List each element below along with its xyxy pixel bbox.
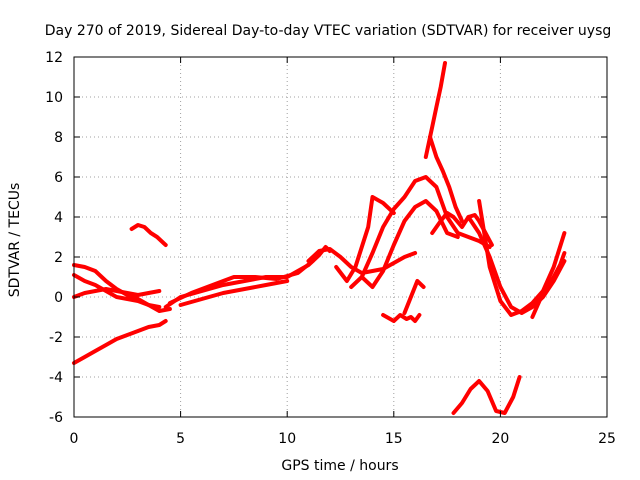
series-arc-14 bbox=[402, 279, 426, 315]
series-layer bbox=[72, 61, 567, 415]
series-arc-15 bbox=[423, 61, 447, 159]
series-arc-16 bbox=[428, 135, 464, 223]
y-tick-label-9: 12 bbox=[45, 50, 63, 66]
series-arc-8 bbox=[178, 279, 290, 307]
x-tick-label-4: 20 bbox=[491, 431, 509, 447]
y-tick-label-5: 4 bbox=[54, 210, 63, 226]
y-tick-label-8: 10 bbox=[45, 90, 63, 106]
series-arc-20 bbox=[451, 375, 522, 415]
x-axis-label: GPS time / hours bbox=[281, 458, 398, 474]
series-arc-2 bbox=[72, 273, 172, 313]
x-tick-label-3: 15 bbox=[385, 431, 403, 447]
series-arc-1 bbox=[72, 263, 162, 309]
plot-frame bbox=[73, 56, 608, 418]
tick-labels: 0 5 10 15 20 25 -6 -4 -2 0 2 4 6 8 10 12 bbox=[45, 50, 616, 447]
series-arc-19 bbox=[477, 199, 567, 317]
x-tick-label-0: 0 bbox=[70, 431, 79, 447]
y-tick-label-4: 2 bbox=[54, 250, 63, 266]
series-arc-10 bbox=[334, 195, 396, 283]
y-tick-label-6: 6 bbox=[54, 170, 63, 186]
series-arc-13 bbox=[381, 313, 422, 323]
series-arc-5 bbox=[129, 223, 168, 247]
series-arc-3 bbox=[72, 287, 162, 299]
x-tick-label-2: 10 bbox=[278, 431, 296, 447]
series-arc-21 bbox=[530, 251, 567, 319]
series-arc-4 bbox=[72, 319, 168, 365]
y-tick-label-0: -6 bbox=[49, 410, 63, 426]
chart-title: Day 270 of 2019, Sidereal Day-to-day VTE… bbox=[45, 23, 612, 39]
series-arc-11 bbox=[349, 175, 492, 289]
series-arc-7 bbox=[167, 259, 315, 305]
y-tick-label-3: 0 bbox=[54, 290, 63, 306]
x-tick-label-1: 5 bbox=[176, 431, 185, 447]
x-tick-label-5: 25 bbox=[598, 431, 616, 447]
y-tick-label-2: -2 bbox=[49, 330, 63, 346]
y-tick-label-1: -4 bbox=[49, 370, 63, 386]
y-axis-label: SDTVAR / TECUs bbox=[7, 183, 23, 298]
y-tick-label-7: 8 bbox=[54, 130, 63, 146]
